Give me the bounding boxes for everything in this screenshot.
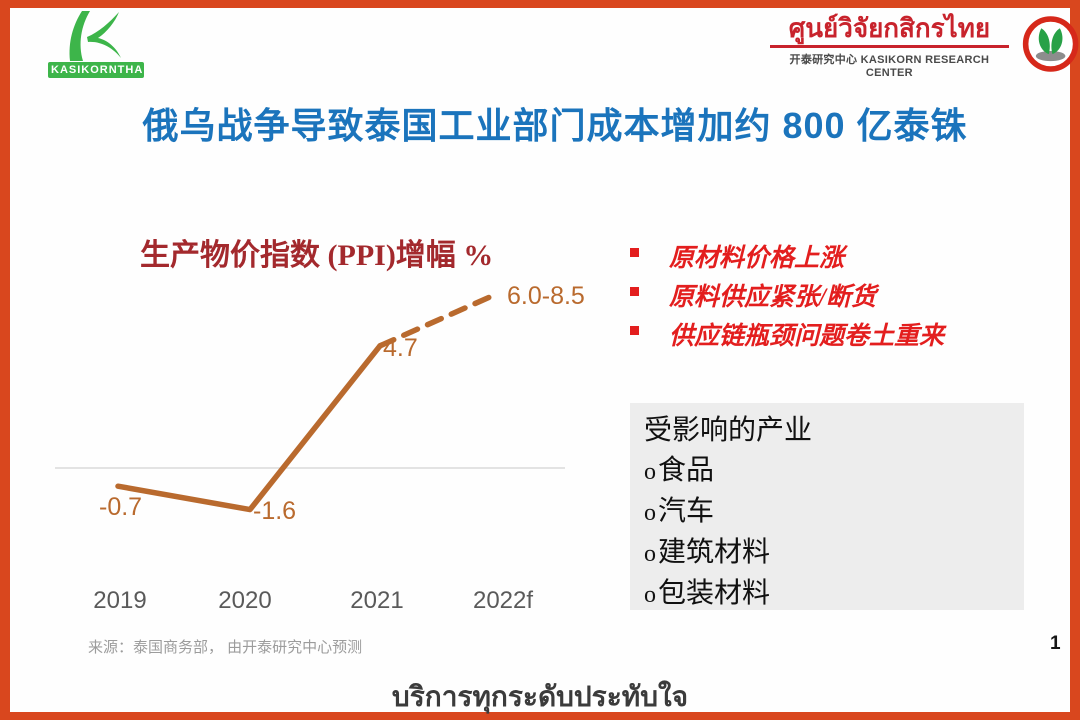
x-tick-2021: 2021: [350, 587, 404, 614]
slide-border-left: [0, 0, 10, 720]
research-center-logo: ศูนย์วิจัยกสิกรไทย 开泰研究中心 KASIKORN RESEA…: [770, 13, 1080, 79]
source-note: 来源：泰国商务部， 由开泰研究中心预测: [88, 639, 363, 656]
ppi-line-solid: [115, 343, 383, 513]
square-bullet-icon: [630, 248, 639, 257]
kasikornthai-logo: KASIKORNTHAI: [48, 10, 146, 78]
kasikorn-k-icon: [69, 11, 121, 61]
circle-bullet-icon: o: [644, 459, 656, 485]
page-number: 1: [1050, 633, 1061, 654]
research-center-thai-name: ศูนย์วิจัยกสิกรไทย: [770, 14, 1009, 49]
data-label-2021: 4.7: [383, 334, 418, 362]
slide-title: 俄乌战争导致泰国工业部门成本增加约 800 亿泰铢: [142, 105, 968, 146]
footer-slogan: บริการทุกระดับประทับใจ: [391, 681, 689, 712]
x-tick-2019: 2019: [93, 587, 147, 614]
bullet-item: 原材料价格上涨: [630, 238, 844, 274]
circle-bullet-icon: o: [644, 500, 656, 526]
circle-bullet-icon: o: [644, 541, 656, 567]
data-label-2020: -1.6: [253, 497, 297, 525]
ppi-line-chart: [55, 291, 565, 513]
slide-border-right: [1070, 0, 1080, 720]
industries-header: 受影响的产业: [644, 415, 813, 446]
ppi-line-dashed: [377, 291, 500, 349]
industry-item: o食品: [644, 455, 715, 486]
slide-border-top: [0, 0, 1080, 8]
x-tick-2020: 2020: [218, 587, 272, 614]
square-bullet-icon: [630, 287, 639, 296]
bullet-item: 供应链瓶颈问题卷土重来: [630, 316, 944, 352]
slide-border-bottom: [0, 712, 1080, 720]
x-tick-2022f: 2022f: [472, 587, 534, 614]
chart-title: 生产物价指数 (PPI)增幅 %: [140, 239, 494, 272]
square-bullet-icon: [630, 326, 639, 335]
sprout-emblem-icon: [1022, 16, 1079, 72]
industry-item: o汽车: [644, 496, 715, 527]
research-center-subline: 开泰研究中心 KASIKORN RESEARCH CENTER: [789, 54, 990, 80]
bullet-item: 原料供应紧张/断货: [630, 277, 876, 313]
industry-item: o包装材料: [644, 578, 771, 609]
data-label-2022f: 6.0-8.5: [507, 282, 585, 310]
data-label-2019: -0.7: [99, 493, 143, 521]
affected-industries-box: 受影响的产业 o食品 o汽车 o建筑材料 o包装材料: [630, 403, 1024, 610]
circle-bullet-icon: o: [644, 582, 656, 608]
kasikornthai-wordmark: KASIKORNTHAI: [48, 62, 146, 78]
industry-item: o建筑材料: [644, 537, 771, 568]
